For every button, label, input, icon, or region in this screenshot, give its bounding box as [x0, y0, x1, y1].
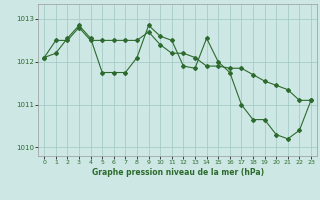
X-axis label: Graphe pression niveau de la mer (hPa): Graphe pression niveau de la mer (hPa): [92, 168, 264, 177]
